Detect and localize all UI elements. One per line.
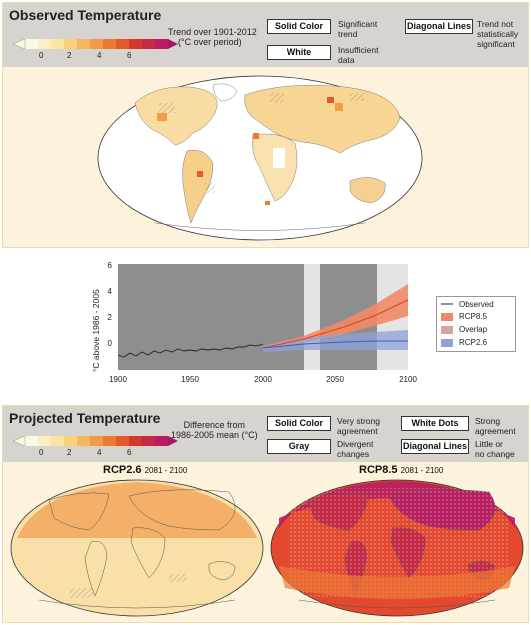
solid-color-desc: Significant trend — [338, 19, 377, 39]
rcp85-map-label: RCP8.5 2081 - 2100 — [359, 464, 443, 476]
proj-solid-desc-2: agreement — [337, 426, 378, 436]
solid-desc-1: Significant — [338, 19, 378, 29]
observed-colorbar-arrows — [13, 38, 178, 50]
projected-header: Projected Temperature 0 2 4 6 Difference… — [3, 406, 528, 462]
diagonal-lines-box: Diagonal Lines — [405, 19, 473, 34]
north-america — [134, 86, 218, 146]
observed-scale-ticks: 0 2 4 6 — [25, 51, 175, 61]
xtick-2050: 2050 — [326, 375, 344, 384]
proj-solid-desc: Very strong agreement — [337, 416, 380, 436]
ptick-2: 2 — [67, 448, 72, 457]
proj-gray-desc-1: Divergent — [337, 439, 374, 449]
australia — [349, 177, 386, 204]
ytick-0: 0 — [108, 339, 113, 348]
proj-gray-desc: Divergent changes — [337, 439, 373, 459]
proj-solid-color-box: Solid Color — [267, 416, 331, 431]
proj-diag-desc-1: Little or — [475, 439, 503, 449]
observed-title: Observed Temperature — [9, 7, 162, 23]
diagonal-desc: Trend not statistically significant — [477, 19, 518, 49]
proj-gray-desc-2: changes — [337, 449, 370, 459]
proj-diag-desc: Little or no change — [475, 439, 515, 459]
rcp85-title: RCP8.5 — [359, 464, 398, 476]
tick-0: 0 — [39, 51, 44, 60]
xtick-2100: 2100 — [399, 375, 417, 384]
observed-colorbar — [25, 39, 168, 49]
projected-scale-ticks: 0 2 4 6 — [25, 448, 175, 458]
timeseries-legend: Observed RCP8.5 Overlap RCP2.6 — [436, 296, 516, 352]
y-axis: 6 4 2 0 — [108, 261, 113, 348]
x-axis: 1900 1950 2000 2050 2100 — [109, 375, 417, 384]
observed-panel: Observed Temperature 0 2 4 6 Trend over … — [2, 2, 529, 248]
trend-caption: Trend over 1901-2012 (°C over period) — [168, 27, 257, 47]
rcp26-band — [263, 330, 408, 352]
ytick-4: 4 — [108, 287, 113, 296]
ptick-0: 0 — [39, 448, 44, 457]
legend-overlap: Overlap — [459, 325, 488, 334]
ptick-4: 4 — [97, 448, 102, 457]
trend-caption-line1: Trend over 1901-2012 — [168, 27, 257, 37]
observed-header: Observed Temperature 0 2 4 6 Trend over … — [3, 3, 528, 67]
timeseries-chart: 6 4 2 0 1900 1950 2000 2050 2100 — [108, 261, 418, 384]
diff-caption-line2: 1986-2005 mean (°C) — [171, 430, 258, 440]
proj-dots-desc-2: agreement — [475, 426, 516, 436]
xtick-1900: 1900 — [109, 375, 127, 384]
ytick-2: 2 — [108, 313, 113, 322]
xtick-2000: 2000 — [254, 375, 272, 384]
south-america — [182, 150, 214, 224]
white-desc-1: Insufficient — [338, 45, 379, 55]
rcp85-period: 2081 - 2100 — [400, 466, 444, 475]
proj-solid-desc-1: Very strong — [337, 416, 380, 426]
legend-rcp85-swatch — [441, 313, 453, 321]
white-desc-2: data — [338, 55, 355, 65]
proj-dots-desc: Strong agreement — [475, 416, 516, 436]
rcp26-map-label: RCP2.6 2081 - 2100 — [103, 464, 187, 476]
proj-diagonal-box: Diagonal Lines — [401, 439, 469, 454]
proj-diag-desc-2: no change — [475, 449, 515, 459]
observed-line — [117, 343, 264, 358]
tick-2: 2 — [67, 51, 72, 60]
rcp85-line — [262, 299, 409, 349]
diag-desc-3: significant — [477, 39, 515, 49]
rcp85-map — [270, 479, 524, 617]
projected-colorbar — [25, 436, 168, 446]
solid-color-box: Solid Color — [267, 19, 331, 34]
legend-observed: Observed — [459, 300, 494, 309]
proj-gray-box: Gray — [267, 439, 331, 454]
rcp26-map — [10, 479, 264, 617]
projected-panel: Projected Temperature 0 2 4 6 Difference… — [2, 405, 529, 623]
timeseries-ylabel: °C above 1986 - 2005 — [91, 289, 101, 372]
solid-desc-2: trend — [338, 29, 358, 39]
legend-overlap-swatch — [441, 326, 453, 334]
projected-colorbar-arrows — [13, 435, 178, 447]
proj-dots-desc-1: Strong — [475, 416, 501, 426]
ptick-6: 6 — [127, 448, 132, 457]
tick-4: 4 — [97, 51, 102, 60]
diff-caption-line1: Difference from — [183, 420, 245, 430]
projected-title: Projected Temperature — [9, 410, 161, 426]
diag-desc-2: statistically — [477, 29, 519, 39]
timeseries-panel: °C above 1986 - 2005 6 4 2 0 1900 1950 2… — [0, 252, 531, 402]
xtick-1950: 1950 — [181, 375, 199, 384]
rcp26-line — [262, 340, 408, 349]
rcp26-period: 2081 - 2100 — [144, 466, 188, 475]
rcp26-title: RCP2.6 — [103, 464, 142, 476]
proj-white-dots-box: White Dots — [401, 416, 469, 431]
white-box: White — [267, 45, 331, 60]
legend-rcp26: RCP2.6 — [459, 338, 488, 347]
white-desc: Insufficient data — [338, 45, 378, 65]
tick-6: 6 — [127, 51, 132, 60]
greenland — [212, 83, 238, 102]
diff-caption: Difference from 1986-2005 mean (°C) — [171, 420, 258, 440]
diag-desc-1: Trend not — [477, 19, 514, 29]
ytick-6: 6 — [108, 261, 113, 270]
trend-caption-line2: (°C over period) — [178, 37, 242, 47]
legend-rcp85: RCP8.5 — [459, 312, 488, 321]
observed-map — [97, 75, 423, 241]
legend-rcp26-swatch — [441, 339, 453, 347]
